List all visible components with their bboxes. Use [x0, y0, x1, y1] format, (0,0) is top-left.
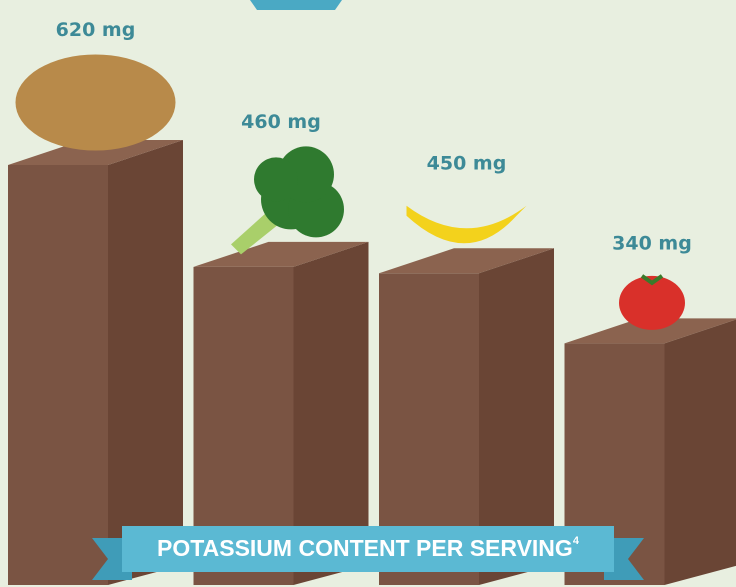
top-ribbon-edge — [250, 0, 342, 10]
value-label: 620 mg — [56, 19, 136, 41]
bar-top — [564, 318, 736, 344]
bar-side — [293, 241, 369, 585]
bar-top — [193, 241, 369, 267]
title-superscript: 4 — [573, 535, 580, 547]
broccoli-head — [254, 157, 298, 202]
title-banner: POTASSIUM CONTENT PER SERVING4 — [92, 526, 644, 580]
tomato-leaf — [640, 274, 664, 286]
bar-top — [379, 248, 554, 274]
potato-icon — [15, 54, 176, 151]
chart-title: POTASSIUM CONTENT PER SERVING4 — [157, 535, 580, 561]
tomato-icon — [619, 275, 685, 330]
bar-side — [108, 140, 183, 585]
bar-side — [479, 248, 554, 585]
value-label: 460 mg — [241, 111, 321, 133]
bar-top — [8, 140, 183, 165]
bar-side — [664, 319, 736, 585]
bar — [8, 165, 108, 585]
ribbon — [122, 526, 614, 572]
banana-icon — [406, 205, 527, 244]
title-text: POTASSIUM CONTENT PER SERVING — [157, 535, 573, 561]
value-label: 340 mg — [612, 232, 692, 254]
value-label: 450 mg — [427, 152, 507, 174]
